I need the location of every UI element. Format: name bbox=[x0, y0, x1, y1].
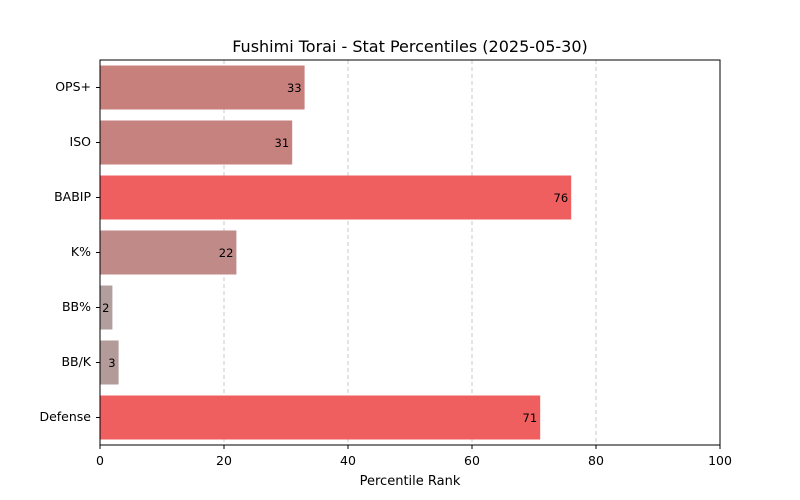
x-axis-label: Percentile Rank bbox=[360, 474, 461, 489]
data-label: 33 bbox=[287, 81, 302, 95]
bar bbox=[100, 395, 541, 440]
x-axis-ticks: 0 20 40 60 80 100 bbox=[96, 445, 732, 468]
chart-title: Fushimi Torai - Stat Percentiles (2025-0… bbox=[232, 37, 588, 56]
y-tick-label: ISO bbox=[70, 134, 92, 149]
y-tick-label: Defense bbox=[39, 409, 91, 424]
data-label: 3 bbox=[108, 356, 115, 370]
data-label: 71 bbox=[523, 411, 538, 425]
y-tick-label: OPS+ bbox=[55, 79, 91, 94]
x-tick-label: 20 bbox=[216, 453, 232, 468]
bar bbox=[100, 285, 113, 330]
y-axis-ticks: OPS+ ISO BABIP K% BB% BB/K Defense bbox=[39, 79, 100, 424]
data-label: 31 bbox=[275, 136, 290, 150]
bars bbox=[100, 65, 572, 440]
grid-lines bbox=[223, 60, 597, 445]
y-tick-label: BABIP bbox=[54, 189, 91, 204]
y-tick-label: BB/K bbox=[61, 354, 91, 369]
y-tick-label: K% bbox=[71, 244, 91, 259]
data-label: 2 bbox=[102, 301, 109, 315]
data-label: 22 bbox=[219, 246, 234, 260]
bar bbox=[100, 175, 572, 220]
x-tick-label: 60 bbox=[464, 453, 480, 468]
bar bbox=[100, 65, 305, 110]
data-label: 76 bbox=[554, 191, 569, 205]
y-tick-label: BB% bbox=[62, 299, 91, 314]
bar bbox=[100, 120, 293, 165]
bar bbox=[100, 340, 119, 385]
x-tick-label: 100 bbox=[708, 453, 732, 468]
x-tick-label: 40 bbox=[340, 453, 356, 468]
x-tick-label: 0 bbox=[96, 453, 104, 468]
bar bbox=[100, 230, 237, 275]
x-tick-label: 80 bbox=[588, 453, 604, 468]
